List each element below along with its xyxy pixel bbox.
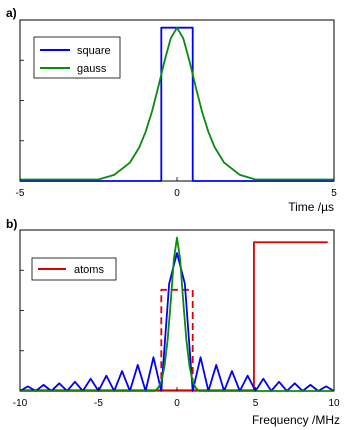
x-tick-label-b-2: 0 [174,398,180,409]
legend-square-label: square [77,45,111,57]
x-tick-label-b-1: -5 [94,398,103,409]
legend-atoms-label: atoms [74,264,104,276]
panel-b-series [19,236,335,392]
x-tick-label-a-0: -5 [16,188,25,199]
legend-box-b [31,257,117,281]
panel-a-ticks: -5 0 5 [16,59,337,199]
panel-a-series [20,26,334,182]
x-tick-label-b-4: 10 [328,398,340,409]
series-line-b-1 [160,288,194,391]
legend-box-a [33,36,121,79]
series-line-b-2 [19,252,335,392]
legend-gauss-label: gauss [77,63,107,75]
panel-b-ticks: -10 -5 0 5 10 [13,269,340,409]
x-tick-label-a-1: 0 [174,188,180,199]
x-tick-label-b-0: -10 [13,398,28,409]
panel-a-xlabel: Time /µs [288,200,334,214]
series-line-a-1 [20,26,334,181]
series-line-b-3 [20,236,334,392]
x-tick-label-a-2: 5 [331,188,337,199]
panel-b-xlabel: Frequency /MHz [252,413,340,427]
panel-label-a: a) [6,6,17,20]
x-tick-label-b-3: 5 [253,398,259,409]
panel-a-legend: square gauss [33,36,121,79]
panel-label-b: b) [6,217,17,231]
panel-b-legend: atoms [31,257,117,281]
